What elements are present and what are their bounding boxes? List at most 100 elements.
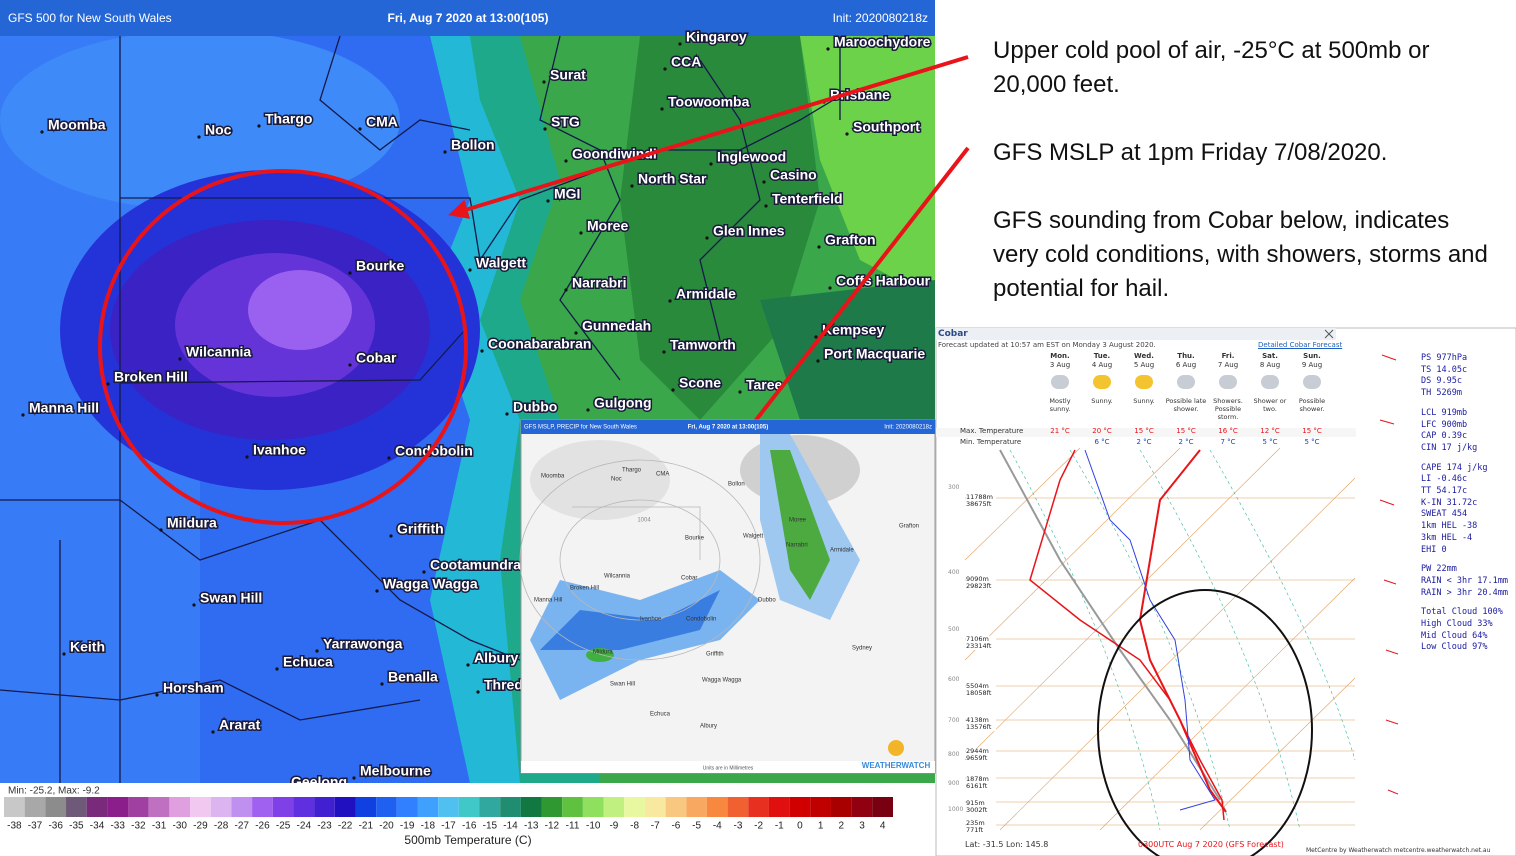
inset-place-label: Manna Hill (534, 598, 562, 604)
color-swatch (562, 797, 583, 817)
inset-place-label: Noc (611, 477, 622, 483)
sounding-highlight (1097, 589, 1313, 856)
place-label: Moree (587, 218, 628, 234)
pressure-label: 900 (948, 780, 960, 787)
place-dot (375, 589, 379, 593)
inset-place-label: Broken Hill (570, 586, 599, 592)
colorbar-tick-label: -6 (671, 821, 680, 832)
inset-place-label: Condobolin (686, 617, 716, 623)
color-swatch (665, 797, 687, 817)
inset-place-label: Moree (789, 518, 807, 524)
day-description: Possible late shower. (1165, 397, 1207, 413)
place-label: Manna Hill (29, 400, 99, 416)
inset-title: GFS MSLP, PRECIP for New South Wales (524, 425, 637, 431)
place-dot (257, 124, 261, 128)
min-temp: 2 °C (1178, 438, 1194, 446)
place-dot (738, 390, 742, 394)
pressure-label: 700 (948, 717, 960, 724)
inset-place-label: Wagga Wagga (702, 678, 742, 684)
colorbar-tick-label: -17 (441, 821, 456, 832)
place-dot (630, 184, 634, 188)
min-temp: 7 °C (1220, 438, 1236, 446)
color-swatch (66, 797, 87, 817)
color-swatch (458, 797, 480, 817)
sounding-panel (935, 327, 1516, 856)
inset-place-label: Albury (700, 724, 717, 730)
colorbar-tick-label: 4 (880, 821, 886, 832)
sounding-index: DS 9.95c (1421, 376, 1462, 387)
min-temp-label: Min. Temperature (960, 438, 1022, 446)
place-dot (574, 331, 578, 335)
colorbar-tick-label: -34 (90, 821, 105, 832)
colorbar-tick-label: -13 (524, 821, 539, 832)
day-date: 4 Aug (1091, 361, 1113, 369)
colorbar-tick-label: -33 (110, 821, 125, 832)
color-swatch (541, 797, 563, 817)
pressure-label: 600 (948, 676, 960, 683)
place-dot (564, 159, 568, 163)
pressure-label: 300 (948, 484, 960, 491)
inset-units: Units are in Millimetres (703, 765, 754, 771)
pressure-label: 1000 (948, 806, 964, 813)
place-dot (192, 603, 196, 607)
place-dot (543, 127, 547, 131)
detailed-forecast-link[interactable]: Detailed Cobar Forecast (1258, 341, 1343, 349)
colorbar-tick-label: -18 (421, 821, 436, 832)
min-temp: 6 °C (1094, 438, 1110, 446)
inset-place-label: Sydney (852, 646, 872, 652)
colorbar-tick-label: -37 (28, 821, 43, 832)
brand-logo (888, 740, 904, 756)
place-dot (816, 359, 820, 363)
day-date: 9 Aug (1301, 361, 1323, 369)
sounding-index: Low Cloud 97% (1421, 642, 1488, 653)
colorbar-tick-label: -23 (317, 821, 332, 832)
min-max-box (4, 784, 224, 797)
height-label: 2944m 9659ft (966, 748, 996, 762)
max-temp: 16 °C (1218, 427, 1238, 435)
colorbar: -38 -37 -36 -35 -34 -33 -32 -31 -30 -29 -28 -27 -26-… (4, 797, 893, 832)
place-dot (828, 286, 832, 290)
place-dot (764, 204, 768, 208)
weather-icon (1261, 375, 1279, 389)
run-time: 0300UTC Aug 7 2020 (GFS Forecast) (1138, 840, 1284, 849)
colorbar-tick-label: -22 (338, 821, 353, 832)
color-swatch (148, 797, 170, 817)
inset-place-label: CMA (656, 472, 669, 478)
place-dot (762, 180, 766, 184)
colorbar-tick-label: -24 (297, 821, 312, 832)
colorbar-tick-label: -7 (651, 821, 660, 832)
place-dot (443, 150, 447, 154)
colorbar-tick-label: -12 (545, 821, 560, 832)
place-label: Noc (205, 122, 232, 138)
color-swatch (706, 797, 728, 817)
place-dot (352, 776, 356, 780)
place-label: CCA (671, 54, 701, 70)
place-label: Armidale (676, 286, 736, 302)
color-swatch (210, 797, 232, 817)
colorbar-tick-label: -27 (235, 821, 250, 832)
color-swatch (231, 797, 253, 817)
place-label: Albury (474, 650, 519, 666)
map-init-time: Init: 2020080218z (833, 11, 928, 25)
colorbar-tick-label: -36 (48, 821, 63, 832)
sounding-index: TT 54.17c (1421, 486, 1468, 496)
inset-place-label: Walgett (743, 534, 763, 540)
place-label: Wilcannia (186, 344, 251, 360)
sounding-index: TS 14.05c (1421, 364, 1468, 375)
place-dot (662, 350, 666, 354)
sounding-index: Mid Cloud 64% (1421, 630, 1488, 641)
color-swatch (789, 797, 811, 817)
place-label: Kempsey (822, 322, 884, 338)
colorbar-tick-label: -8 (630, 821, 639, 832)
place-label: Benalla (388, 669, 438, 685)
place-dot (348, 271, 352, 275)
place-label: Moomba (48, 117, 106, 133)
annotation: GFS sounding from Cobar below, indicates… (993, 207, 1488, 302)
max-temp-label: Max. Temperature (960, 427, 1024, 435)
place-label: Maroochydore (834, 34, 931, 50)
place-label: Tenterfield (772, 191, 843, 207)
place-label: Surat (550, 67, 586, 83)
color-swatch (45, 797, 67, 817)
place-dot (668, 299, 672, 303)
